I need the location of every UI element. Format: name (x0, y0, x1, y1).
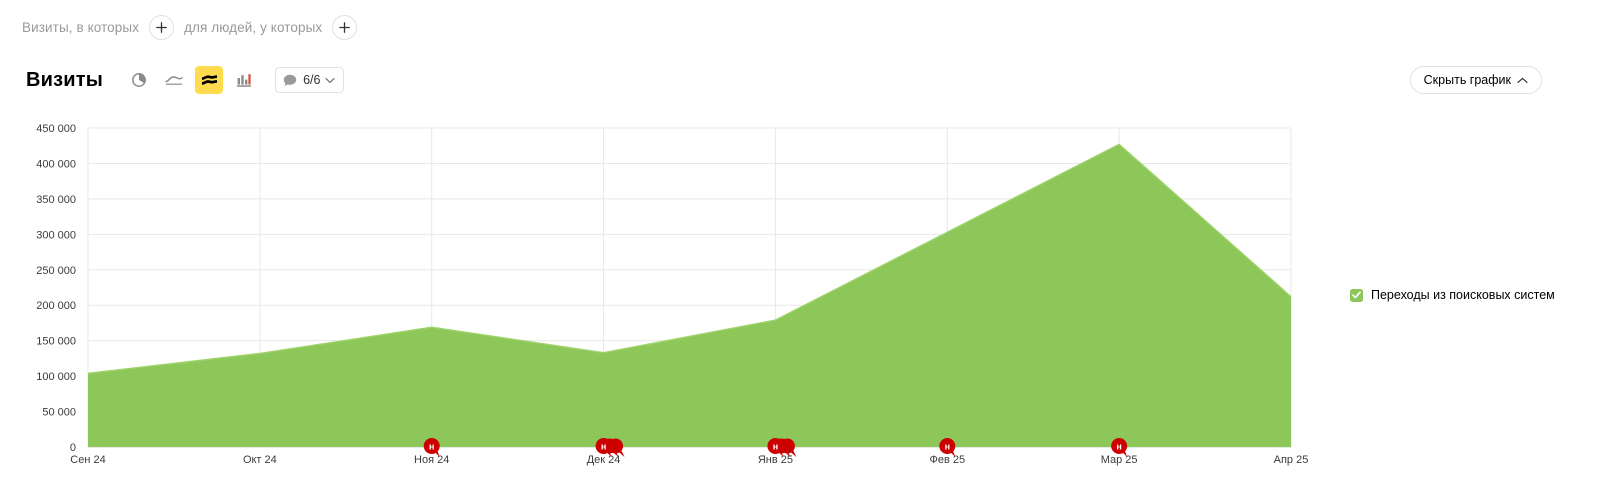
svg-text:Янв 25: Янв 25 (758, 454, 793, 466)
y-axis-labels: 0 50 000 100 000 150 000 200 000 250 000 300 0… (36, 123, 76, 454)
x-axis-labels: Сен 24 Окт 24 Ноя 24 Дек 24 Янв 25 Фев 25 Мар … (70, 454, 1308, 466)
svg-text:250 000: 250 000 (36, 265, 76, 277)
svg-text:Ноя 24: Ноя 24 (414, 454, 449, 466)
hide-chart-label: Скрыть график (1423, 73, 1511, 87)
speech-bubble-icon (283, 74, 297, 86)
segment-filter-label: Визиты, в которых (22, 19, 140, 35)
chevron-down-icon (325, 77, 336, 83)
visits-area-chart[interactable]: 0 50 000 100 000 150 000 200 000 250 000 300 0… (0, 110, 1600, 504)
svg-text:450 000: 450 000 (36, 123, 76, 135)
svg-text:350 000: 350 000 (36, 194, 76, 206)
chart-type-bar-button[interactable] (230, 66, 258, 94)
chart-legend: Переходы из поисковых систем (1350, 288, 1555, 302)
chevron-up-icon (1517, 77, 1528, 83)
svg-text:Апр 25: Апр 25 (1274, 454, 1309, 466)
hide-chart-button[interactable]: Скрыть график (1409, 66, 1542, 94)
svg-text:200 000: 200 000 (36, 300, 76, 312)
chart-area-series[interactable] (87, 143, 1292, 447)
annotation-marker[interactable]: н (423, 438, 440, 457)
svg-text:н: н (1116, 441, 1121, 451)
people-filter-label: для людей, у которых (184, 19, 323, 35)
plus-icon (339, 21, 351, 33)
bar-chart-icon (237, 74, 252, 87)
svg-text:400 000: 400 000 (36, 158, 76, 170)
annotation-marker[interactable]: н (1111, 438, 1128, 457)
svg-text:н: н (773, 441, 778, 451)
svg-text:н: н (601, 441, 606, 451)
annotation-marker[interactable]: н (767, 438, 797, 457)
check-icon (1352, 291, 1361, 299)
svg-text:300 000: 300 000 (36, 229, 76, 241)
legend-item-label: Переходы из поисковых систем (1371, 288, 1555, 302)
chart-type-pie-button[interactable] (125, 66, 153, 94)
add-people-condition-button[interactable] (332, 14, 358, 40)
add-segment-condition-button[interactable] (149, 14, 175, 40)
chart-container[interactable]: 0 50 000 100 000 150 000 200 000 250 000 300 0… (0, 110, 1600, 504)
legend-checkbox[interactable] (1350, 288, 1363, 302)
chart-type-area-button[interactable] (195, 66, 224, 94)
page-title: Визиты (26, 68, 104, 91)
chart-type-line-button[interactable] (160, 66, 188, 94)
svg-text:50 000: 50 000 (42, 407, 76, 419)
svg-text:Сен 24: Сен 24 (70, 454, 105, 466)
annotation-marker[interactable]: н (595, 438, 625, 457)
svg-text:н: н (429, 441, 434, 451)
svg-text:150 000: 150 000 (36, 336, 76, 348)
svg-text:Дек 24: Дек 24 (587, 454, 621, 466)
annotations-toggle-button[interactable]: 6/6 (275, 67, 345, 93)
svg-text:100 000: 100 000 (36, 371, 76, 383)
pie-chart-icon (132, 73, 147, 87)
svg-text:Окт 24: Окт 24 (243, 454, 277, 466)
chart-toolbar: Визиты 6/6 (0, 58, 1600, 102)
area-chart-icon (201, 74, 217, 85)
filter-bar: Визиты, в которых для людей, у которых (0, 0, 1600, 54)
annotation-marker[interactable]: н (939, 438, 956, 457)
svg-text:Мар 25: Мар 25 (1101, 454, 1138, 466)
line-chart-icon (165, 76, 183, 85)
plus-icon (156, 21, 167, 33)
svg-text:0: 0 (70, 442, 76, 454)
svg-text:Фев 25: Фев 25 (929, 454, 965, 466)
annotations-count-label: 6/6 (303, 73, 321, 87)
svg-text:н: н (945, 441, 950, 451)
